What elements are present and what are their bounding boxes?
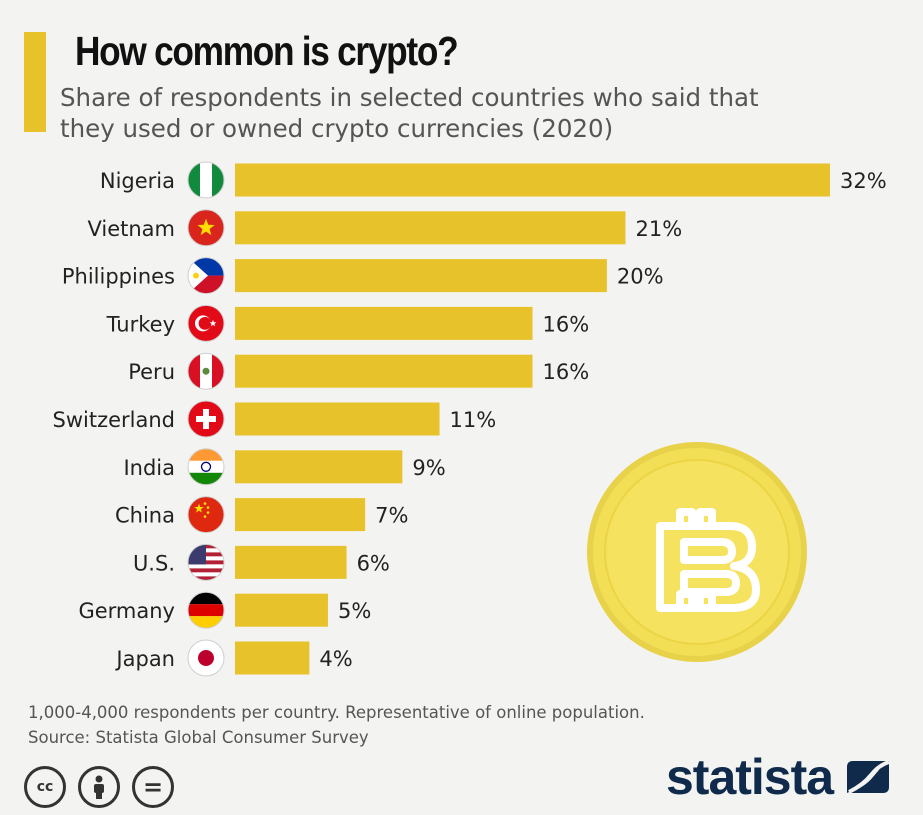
category-label: Nigeria — [100, 169, 175, 193]
footnote-note: 1,000-4,000 respondents per country. Rep… — [28, 703, 645, 722]
value-label: 32% — [840, 169, 887, 193]
bar — [235, 593, 328, 627]
chart-subtitle: Share of respondents in selected countri… — [60, 83, 759, 143]
bar-row: U.S. 6% — [133, 543, 390, 581]
category-label: Turkey — [106, 312, 175, 336]
brand-name: statista — [666, 749, 834, 805]
bar-row: Germany 5% — [78, 591, 371, 629]
category-label: Switzerland — [53, 408, 176, 432]
bar-row: Vietnam 21% — [87, 209, 682, 247]
bar-row: Turkey 16% — [106, 304, 590, 342]
attribution-icon[interactable] — [78, 766, 120, 808]
bar — [235, 545, 347, 579]
turkey-flag-icon — [187, 304, 225, 342]
value-label: 5% — [338, 599, 371, 623]
philippines-flag-icon — [187, 257, 225, 295]
bar-row: Philippines 20% — [62, 257, 664, 295]
value-label: 20% — [617, 265, 664, 289]
bar-row: Japan 4% — [114, 639, 353, 677]
bar — [235, 306, 533, 340]
category-label: China — [115, 504, 175, 528]
vietnam-flag-icon — [187, 209, 225, 247]
value-label: 9% — [412, 456, 445, 480]
bar — [235, 450, 403, 484]
value-label: 16% — [543, 312, 590, 336]
switzerland-flag-icon — [187, 400, 225, 438]
category-label: Peru — [128, 360, 175, 384]
bar-row: China 7% — [115, 496, 408, 534]
footnote: 1,000-4,000 respondents per country. Rep… — [28, 700, 645, 750]
footnote-source: Source: Statista Global Consumer Survey — [28, 728, 369, 747]
bar-row: Nigeria 32% — [100, 161, 887, 199]
title-accent-bar — [24, 32, 46, 132]
bar — [235, 211, 626, 245]
category-label: Germany — [78, 599, 175, 623]
peru-flag-icon — [187, 352, 225, 390]
value-label: 11% — [450, 408, 497, 432]
chart-title: How common is crypto? — [75, 28, 459, 74]
nigeria-flag-icon — [187, 161, 225, 199]
china-flag-icon — [187, 496, 225, 534]
no-derivatives-icon[interactable]: = — [132, 766, 174, 808]
india-flag-icon — [187, 448, 225, 486]
category-label: Philippines — [62, 265, 175, 289]
value-label: 4% — [319, 647, 352, 671]
germany-flag-icon — [187, 591, 225, 629]
japan-flag-icon — [187, 639, 225, 677]
bar-row: India 9% — [123, 448, 446, 486]
bar — [235, 402, 440, 436]
us-flag-icon — [187, 543, 225, 581]
bar — [235, 354, 533, 388]
bar-row: Peru 16% — [128, 352, 590, 390]
bar-chart: Nigeria 32% Vietnam 21% Philippines 20% Turkey… — [53, 161, 887, 677]
license-icons: cc = — [24, 766, 174, 808]
bar — [235, 259, 607, 293]
category-label: Vietnam — [87, 217, 175, 241]
creative-commons-icon[interactable]: cc — [24, 766, 66, 808]
value-label: 7% — [375, 504, 408, 528]
bitcoin-coin-icon — [587, 442, 807, 662]
statista-logo-icon — [847, 760, 890, 794]
statista-logo[interactable]: statista — [666, 752, 893, 802]
category-label: India — [123, 456, 175, 480]
category-label: Japan — [114, 647, 175, 671]
bar — [235, 163, 830, 197]
bar — [235, 498, 366, 532]
bar-row: Switzerland 11% — [53, 400, 497, 438]
value-label: 6% — [357, 551, 390, 575]
value-label: 21% — [635, 217, 682, 241]
bar — [235, 641, 310, 675]
category-label: U.S. — [133, 551, 175, 575]
value-label: 16% — [543, 360, 590, 384]
